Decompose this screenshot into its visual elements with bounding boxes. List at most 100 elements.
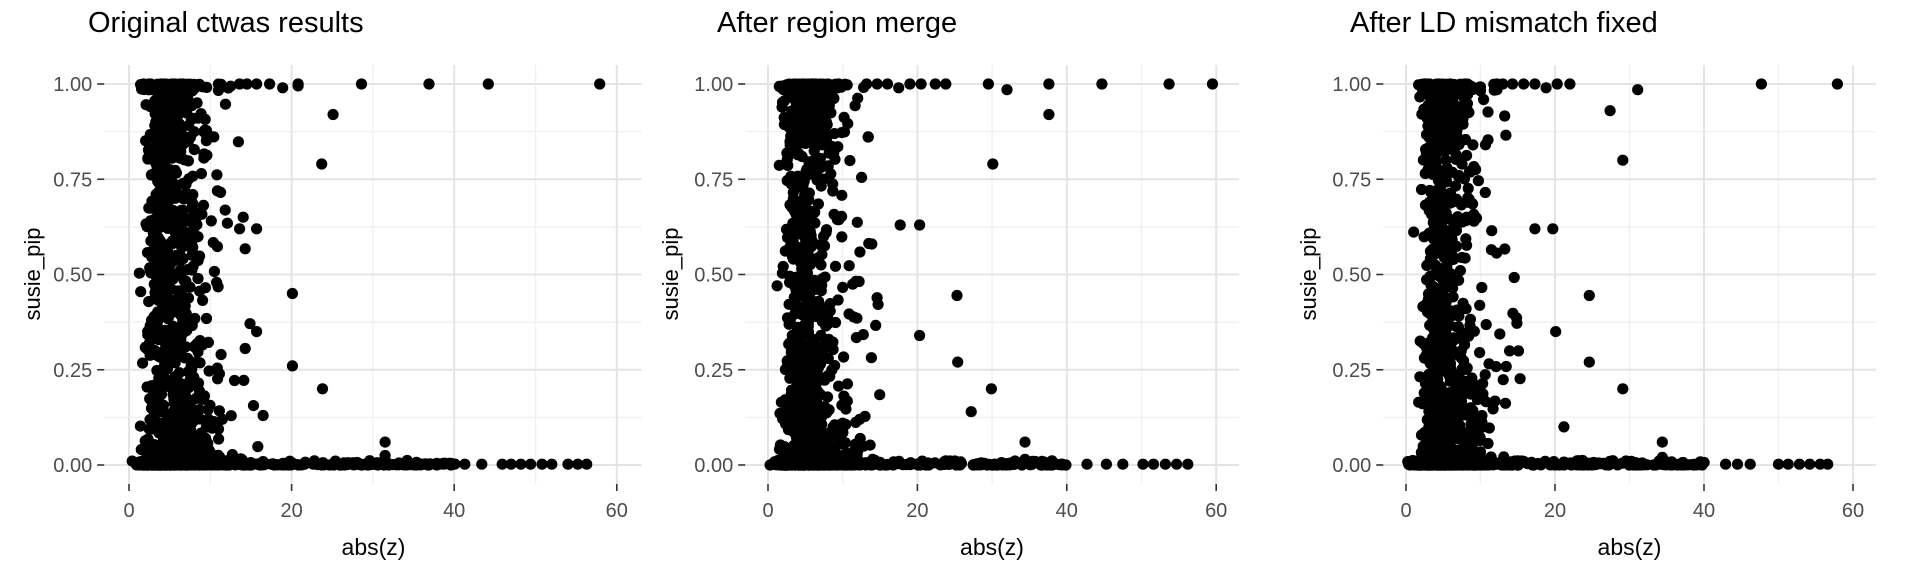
panel-title-ld-mismatch: After LD mismatch fixed (1350, 7, 1658, 39)
y-tick-label: 0.00 (1332, 455, 1371, 477)
axis-ticks (97, 83, 618, 491)
scatter-point (251, 223, 263, 235)
panel-title-original: Original ctwas results (88, 7, 364, 39)
scatter-point (546, 458, 558, 470)
scatter-point (1001, 84, 1013, 96)
y-tick-label: 0.50 (53, 265, 92, 287)
scatter-point (1206, 78, 1219, 90)
scatter-point (1547, 223, 1559, 235)
scatter-point (581, 458, 593, 470)
y-axis-title: susie_pip (20, 227, 45, 321)
points-layer (126, 78, 606, 471)
scatter-point (914, 219, 926, 231)
scatter-point (1583, 289, 1595, 302)
scatter-point (234, 223, 246, 235)
scatter-point (965, 406, 977, 418)
scatter-point (1550, 326, 1562, 338)
scatter-point (940, 78, 952, 90)
scatter-point (1632, 84, 1644, 96)
scatter-point (286, 287, 298, 300)
y-tick-label: 1.00 (694, 74, 733, 96)
y-tick-label: 1.00 (53, 74, 92, 96)
scatter-point (562, 458, 574, 470)
y-axis-title: susie_pip (658, 227, 683, 321)
scatter-point (316, 158, 328, 170)
scatter-point (257, 409, 269, 422)
scatter-point (1793, 458, 1805, 470)
scatter-point (316, 383, 329, 395)
scatter-point (277, 82, 289, 94)
y-tick-label: 0.25 (1332, 360, 1371, 382)
scatter-point (1147, 458, 1160, 470)
panel-1: 0 20 40 60 0.00 0.25 0.50 0.75 1.00 (53, 65, 642, 522)
scatter-point (525, 458, 537, 470)
scatter-point (1617, 383, 1629, 395)
scatter-point (1772, 458, 1785, 470)
scatter-point (1558, 421, 1570, 433)
y-tick-label: 0.25 (53, 360, 92, 382)
scatter-point (1604, 105, 1616, 117)
scatter-point (1782, 458, 1794, 470)
y-tick-label: 0.50 (694, 265, 733, 287)
axis-ticks (738, 83, 1217, 491)
scatter-point (1551, 78, 1563, 90)
scatter-point (951, 289, 963, 302)
scatter-point (1656, 451, 1668, 463)
scatter-point (355, 78, 368, 90)
panel-2: 0 20 40 60 0.00 0.25 0.50 0.75 1.00 (694, 65, 1239, 522)
scatter-point (292, 80, 304, 92)
points-layer (764, 78, 1219, 471)
y-tick-label: 0.50 (1332, 265, 1371, 287)
scatter-point (251, 78, 263, 90)
scatter-point (866, 238, 878, 250)
scatter-point (1506, 78, 1519, 90)
scatter-point (1731, 458, 1744, 470)
scatter-point (904, 78, 916, 90)
scatter-point (915, 78, 927, 90)
scatter-point (482, 78, 494, 90)
scatter-point (1831, 78, 1843, 90)
tick-labels: 0 20 40 60 0.00 0.25 0.50 0.75 1.00 (1332, 74, 1864, 522)
y-tick-label: 0.25 (694, 360, 733, 382)
tick-labels: 0 20 40 60 0.00 0.25 0.50 0.75 1.00 (694, 74, 1227, 522)
x-axis-title: abs(z) (960, 534, 1024, 560)
scatter-point (1744, 458, 1756, 470)
scatter-point (476, 458, 488, 470)
scatter-point (594, 78, 606, 90)
x-axis-title: abs(z) (1597, 534, 1662, 560)
axis-ticks (1376, 83, 1854, 491)
scatter-point (1617, 154, 1629, 166)
y-tick-label: 1.00 (1332, 74, 1371, 96)
y-tick-label: 0.75 (694, 169, 733, 191)
scatter-point (1171, 458, 1183, 470)
x-tick-label: 20 (906, 500, 928, 522)
x-tick-label: 60 (606, 500, 628, 522)
x-tick-label: 40 (1056, 500, 1078, 522)
x-tick-label: 20 (1544, 500, 1566, 522)
scatter-point (1822, 458, 1834, 470)
scatter-point (952, 356, 964, 368)
scatter-point (1117, 458, 1129, 470)
y-tick-label: 0.75 (53, 169, 92, 191)
y-axis-title: susie_pip (1296, 227, 1321, 321)
scatter-point (241, 78, 253, 90)
scatter-point (286, 360, 298, 372)
scatter-point (1529, 223, 1541, 235)
scatter-point (1163, 78, 1175, 90)
scatter-point (1019, 453, 1031, 465)
x-tick-label: 60 (1842, 500, 1864, 522)
scatter-point (1159, 458, 1171, 470)
x-tick-label: 0 (123, 500, 134, 522)
scatter-point (496, 458, 508, 470)
scatter-point (1540, 82, 1552, 94)
scatter-point (536, 458, 548, 470)
x-tick-label: 60 (1205, 500, 1227, 522)
scatter-point (893, 82, 905, 94)
y-tick-label: 0.00 (694, 455, 733, 477)
scatter-point (515, 458, 527, 470)
scatter-point (1096, 78, 1108, 90)
scatter-point (1019, 436, 1031, 448)
scatter-point (1043, 108, 1055, 121)
